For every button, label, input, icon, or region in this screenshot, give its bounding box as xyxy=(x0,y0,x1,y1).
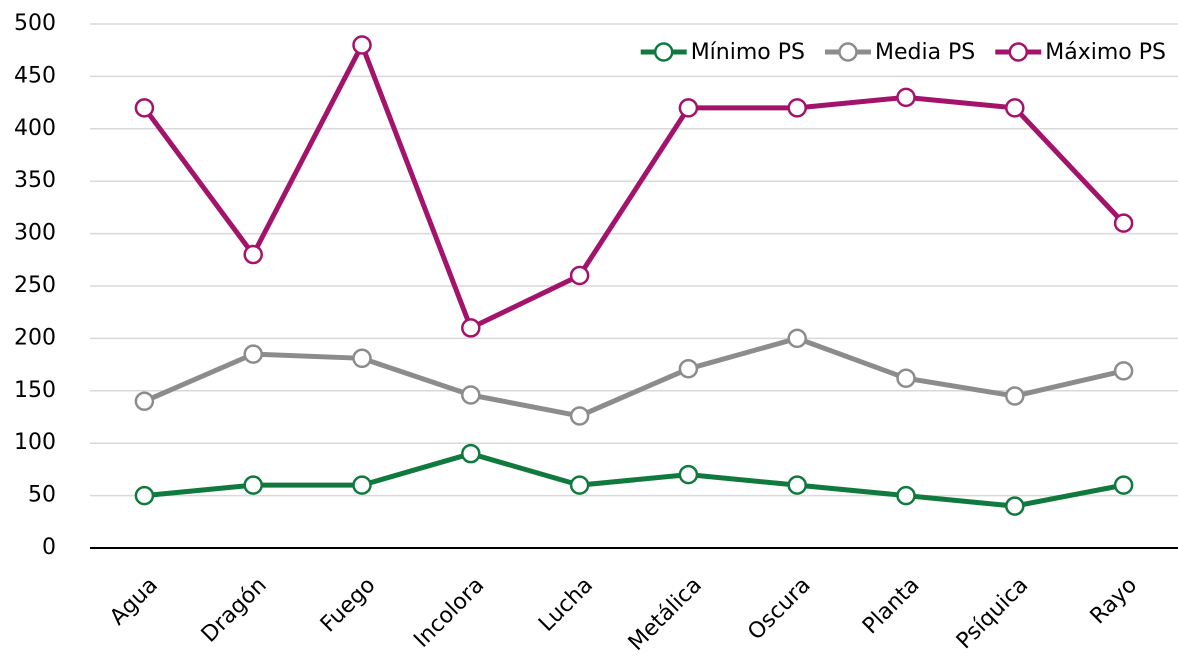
point xyxy=(569,265,590,286)
y-tick-label: 350 xyxy=(14,168,56,193)
x-tick-label: Incolora xyxy=(409,573,489,653)
series-line xyxy=(142,42,1126,331)
x-tick-label: Lucha xyxy=(534,573,598,637)
x-tick-label: Dragón xyxy=(197,573,272,648)
y-tick-label: 150 xyxy=(14,378,56,403)
point xyxy=(352,348,372,369)
x-tick-label: Fuego xyxy=(316,573,381,638)
point xyxy=(678,98,699,118)
point xyxy=(1113,213,1134,233)
point xyxy=(896,368,916,388)
y-tick-label: 100 xyxy=(14,430,56,455)
x-tick-label: Planta xyxy=(858,573,924,639)
point xyxy=(243,244,263,265)
point xyxy=(1005,98,1025,118)
point xyxy=(1113,475,1134,495)
point xyxy=(896,485,916,506)
x-tick-label: Oscura xyxy=(743,573,815,645)
y-tick-label: 250 xyxy=(14,273,56,298)
point xyxy=(569,406,590,426)
legend-item: Mínimo PS xyxy=(640,40,805,65)
point xyxy=(787,475,807,495)
y-tick-label: 500 xyxy=(14,11,56,36)
point xyxy=(787,98,807,118)
point xyxy=(461,318,481,338)
legend-item: Máximo PS xyxy=(995,40,1166,65)
legend-item: Media PS xyxy=(824,40,975,65)
point xyxy=(1005,496,1025,516)
point xyxy=(569,475,590,495)
point xyxy=(461,443,481,464)
y-tick-label: 450 xyxy=(14,63,56,88)
point xyxy=(461,385,481,405)
series-line xyxy=(144,451,1125,509)
point xyxy=(243,344,263,364)
point xyxy=(134,98,155,118)
point xyxy=(134,485,155,506)
series-line xyxy=(143,335,1125,419)
point xyxy=(243,475,263,495)
legend: Mínimo PS Media PS Máximo PS xyxy=(640,40,1166,65)
y-tick-label: 50 xyxy=(28,483,56,508)
x-tick-label: Rayo xyxy=(1086,573,1142,629)
y-tick-label: 400 xyxy=(14,116,56,141)
x-tick-label: Agua xyxy=(105,573,163,631)
point xyxy=(1113,361,1134,381)
legend-marker xyxy=(1008,42,1029,62)
y-tick-label: 0 xyxy=(42,535,56,560)
point xyxy=(678,359,699,379)
point xyxy=(1005,386,1025,406)
legend-label: Mínimo PS xyxy=(691,40,805,65)
point xyxy=(896,87,916,108)
point xyxy=(787,328,807,349)
x-tick-label: Metálica xyxy=(624,573,707,656)
point xyxy=(134,391,155,412)
legend-label: Máximo PS xyxy=(1045,40,1166,65)
legend-marker xyxy=(838,42,858,62)
y-tick-label: 200 xyxy=(14,325,56,350)
point xyxy=(678,464,699,485)
point xyxy=(352,475,372,495)
legend-marker xyxy=(653,42,674,62)
x-tick-label: Psíquica xyxy=(952,573,1033,654)
legend-label: Media PS xyxy=(875,40,975,65)
y-tick-label: 300 xyxy=(14,221,56,246)
point xyxy=(352,35,372,55)
